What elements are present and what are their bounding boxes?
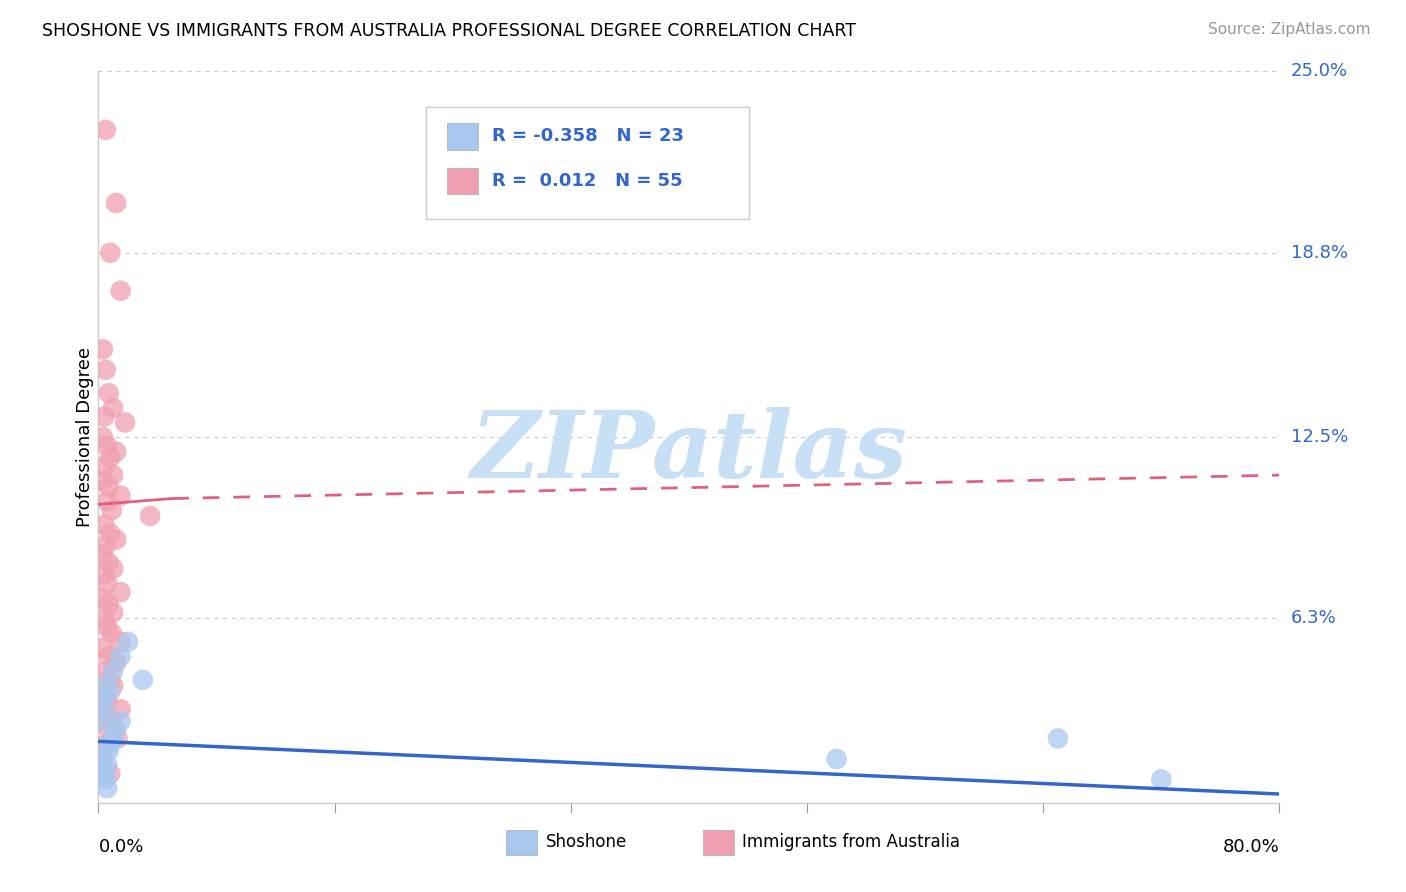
Text: 0.0%: 0.0%	[98, 838, 143, 855]
Point	[96, 439, 118, 453]
Point	[94, 679, 117, 693]
Point	[93, 409, 115, 424]
Point	[105, 723, 128, 737]
Point	[97, 386, 120, 401]
Point	[96, 693, 118, 707]
Point	[117, 635, 139, 649]
Point	[96, 494, 118, 508]
Point	[98, 245, 121, 260]
Point	[100, 626, 122, 640]
Point	[91, 547, 114, 561]
Text: Shoshone: Shoshone	[546, 833, 627, 851]
Point	[91, 591, 114, 605]
Text: Immigrants from Australia: Immigrants from Australia	[742, 833, 960, 851]
Point	[98, 766, 121, 780]
Point	[93, 702, 115, 716]
Point	[100, 503, 122, 517]
Point	[103, 562, 125, 576]
Point	[97, 743, 120, 757]
Point	[110, 635, 132, 649]
Text: SHOSHONE VS IMMIGRANTS FROM AUSTRALIA PROFESSIONAL DEGREE CORRELATION CHART: SHOSHONE VS IMMIGRANTS FROM AUSTRALIA PR…	[42, 22, 856, 40]
Point	[98, 737, 121, 751]
Point	[94, 664, 117, 678]
Point	[97, 723, 120, 737]
Point	[91, 430, 114, 444]
Point	[94, 772, 117, 787]
Point	[110, 489, 132, 503]
Text: ZIPatlas: ZIPatlas	[471, 407, 907, 497]
Point	[91, 752, 114, 766]
Y-axis label: Professional Degree: Professional Degree	[76, 347, 94, 527]
Point	[96, 620, 118, 634]
Point	[110, 649, 132, 664]
Point	[93, 517, 115, 532]
Point	[97, 556, 120, 570]
Text: 25.0%: 25.0%	[1291, 62, 1348, 80]
Point	[132, 673, 155, 687]
Point	[97, 649, 120, 664]
Point	[90, 761, 112, 775]
Point	[100, 714, 122, 728]
Point	[103, 468, 125, 483]
Text: 80.0%: 80.0%	[1223, 838, 1279, 855]
Point	[97, 597, 120, 611]
Point	[114, 416, 136, 430]
Point	[91, 474, 114, 488]
Point	[103, 664, 125, 678]
Point	[105, 656, 128, 670]
Point	[110, 714, 132, 728]
Point	[93, 708, 115, 723]
Point	[107, 731, 129, 746]
Point	[98, 684, 121, 698]
Point	[91, 640, 114, 655]
Point	[98, 450, 121, 465]
Point	[105, 196, 128, 211]
Point	[96, 757, 118, 772]
Point	[93, 611, 115, 625]
Point	[91, 752, 114, 766]
Point	[90, 714, 112, 728]
Point	[97, 480, 120, 494]
Text: R =  0.012   N = 55: R = 0.012 N = 55	[492, 172, 683, 190]
Point	[93, 567, 115, 582]
Point	[93, 766, 115, 780]
Point	[103, 731, 125, 746]
Point	[110, 702, 132, 716]
Point	[94, 737, 117, 751]
Text: Source: ZipAtlas.com: Source: ZipAtlas.com	[1208, 22, 1371, 37]
Point	[91, 684, 114, 698]
Point	[94, 123, 117, 137]
Point	[105, 533, 128, 547]
Point	[105, 444, 128, 458]
Point	[94, 538, 117, 552]
Point	[98, 526, 121, 541]
Text: 6.3%: 6.3%	[1291, 609, 1336, 627]
Point	[825, 752, 848, 766]
Text: 12.5%: 12.5%	[1291, 428, 1348, 446]
Point	[96, 781, 118, 796]
Text: 18.8%: 18.8%	[1291, 244, 1347, 261]
Point	[98, 673, 121, 687]
Point	[110, 284, 132, 298]
Point	[1047, 731, 1070, 746]
Text: R = -0.358   N = 23: R = -0.358 N = 23	[492, 128, 685, 145]
Point	[110, 585, 132, 599]
Point	[91, 343, 114, 357]
Point	[103, 401, 125, 415]
Point	[1150, 772, 1173, 787]
Point	[103, 606, 125, 620]
Point	[103, 679, 125, 693]
Point	[139, 509, 162, 524]
Point	[93, 459, 115, 474]
Point	[96, 576, 118, 591]
Point	[91, 693, 114, 707]
Point	[94, 363, 117, 377]
